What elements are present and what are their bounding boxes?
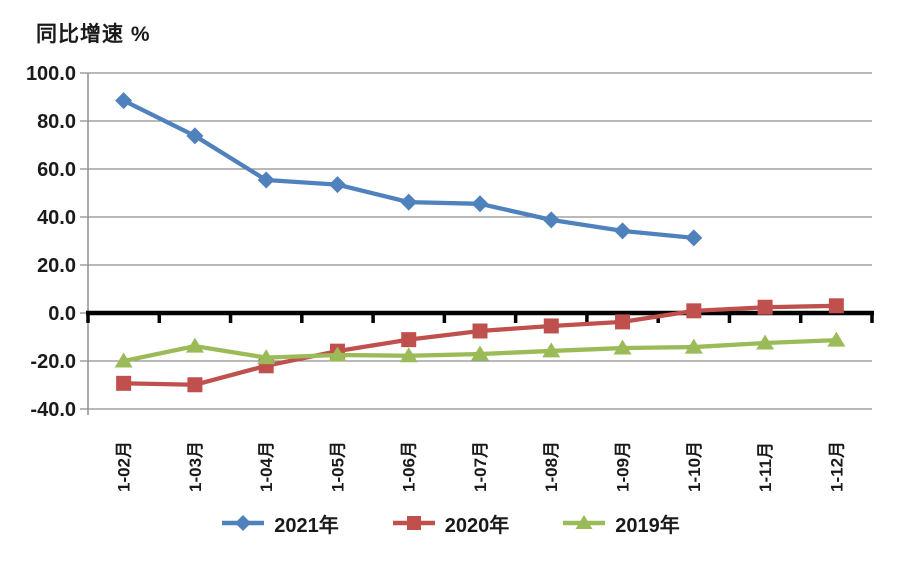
series-2021年-marker	[186, 127, 204, 145]
x-tick-label: 1-07月	[471, 441, 490, 492]
series-2019年-marker	[471, 345, 489, 361]
series-2019年-marker	[185, 337, 204, 353]
series-2020年-marker	[828, 298, 844, 314]
legend-item-2021年: 2021年	[220, 509, 339, 538]
series-2021年-marker	[471, 195, 489, 213]
x-tick-label: 1-05月	[328, 441, 347, 492]
series-2020年-marker	[116, 375, 132, 391]
y-tick-label: 0.0	[48, 303, 76, 325]
legend-diamond-icon	[222, 515, 265, 531]
series-2021年-marker	[115, 92, 133, 110]
series-2019年-marker	[684, 338, 703, 354]
series-2020年-marker	[543, 318, 559, 334]
y-tick-label: -40.0	[30, 399, 76, 421]
series-2020年-marker	[686, 303, 702, 319]
legend-item-2019年: 2019年	[561, 509, 680, 538]
legend-label: 2021年	[274, 514, 339, 537]
legend-marker-2020年	[406, 516, 421, 530]
series-2020年-marker	[187, 377, 203, 393]
y-tick-label: 40.0	[37, 207, 76, 229]
series-2020年-marker	[401, 332, 417, 348]
series-2020年-marker	[757, 299, 773, 315]
series-2019年-marker	[827, 331, 846, 347]
legend-marker-2019年	[575, 515, 593, 529]
series-2019年-marker	[328, 346, 347, 362]
series-2019年-marker	[399, 347, 418, 363]
y-tick-label: 60.0	[37, 159, 76, 181]
series-2021年-marker	[400, 193, 418, 211]
series-2019年-marker	[114, 352, 133, 368]
series-2021年-marker	[614, 222, 632, 240]
series-2020年-marker	[472, 323, 488, 339]
y-tick-label: 20.0	[37, 255, 76, 277]
y-tick-label: 80.0	[37, 111, 76, 133]
series-2020年-marker	[615, 314, 631, 330]
x-tick-label: 1-10月	[685, 441, 704, 492]
legend-square-icon	[392, 516, 435, 530]
series-2021年-marker	[257, 171, 275, 189]
y-axis-title: 同比增速 %	[36, 23, 151, 46]
legend-item-2020年: 2020年	[391, 509, 510, 538]
series-2019年-marker	[756, 334, 775, 350]
legend-marker-2021年	[235, 515, 252, 531]
x-tick-label: 1-02月	[115, 441, 134, 492]
series-2021年-marker	[685, 229, 703, 247]
x-tick-label: 1-08月	[542, 441, 561, 492]
x-tick-label: 1-03月	[186, 441, 205, 492]
legend-label: 2019年	[615, 514, 680, 537]
legend-triangle-icon	[563, 515, 606, 529]
y-tick-label: -20.0	[30, 351, 76, 373]
series-2019年-marker	[542, 342, 561, 358]
x-tick-label: 1-09月	[613, 441, 632, 492]
legend-label: 2020年	[444, 514, 510, 537]
chart-legend: 2021年 2020年 2019年	[0, 503, 900, 543]
y-tick-label: 100.0	[26, 63, 76, 85]
x-tick-label: 1-11月	[756, 442, 775, 492]
series-2019年-marker	[613, 339, 632, 355]
x-tick-label: 1-06月	[400, 441, 419, 492]
series-2021年-marker	[328, 176, 346, 194]
x-tick-label: 1-04月	[257, 441, 276, 492]
line-chart-plot: 100.0 80.0 60.0 40.0 20.0 0.0 -20.0 -40.0 1-02月 1…	[26, 63, 874, 492]
series-2019年-marker	[257, 349, 276, 365]
series-2021年-marker	[542, 211, 560, 229]
x-tick-label: 1-12月	[827, 441, 846, 492]
